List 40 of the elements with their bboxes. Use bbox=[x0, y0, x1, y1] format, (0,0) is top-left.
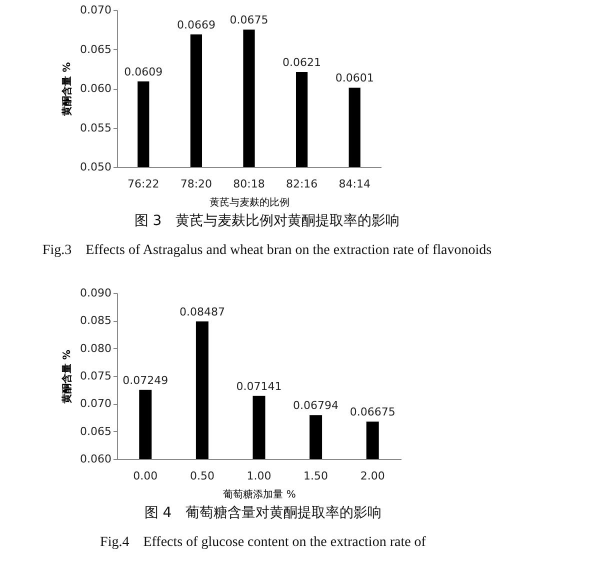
data-label: 0.07249 bbox=[122, 374, 168, 387]
y-tick-label: 0.070 bbox=[80, 397, 112, 410]
y-tick-label: 0.090 bbox=[80, 286, 112, 300]
x-tick-label: 1.00 bbox=[246, 470, 272, 482]
y-tick-label: 0.060 bbox=[80, 452, 112, 466]
x-axis-title: 黄芪与麦麸的比例 bbox=[210, 196, 290, 208]
data-label: 0.06675 bbox=[350, 406, 396, 419]
x-tick-label: 0.50 bbox=[190, 470, 214, 482]
y-tick-label: 0.055 bbox=[80, 121, 112, 134]
y-tick-label: 0.070 bbox=[80, 4, 112, 16]
x-tick-label: 78:20 bbox=[180, 178, 212, 190]
data-label: 0.0675 bbox=[230, 14, 268, 27]
data-label: 0.08487 bbox=[179, 305, 225, 318]
data-label: 0.06794 bbox=[293, 399, 339, 412]
caption: 图 4 葡萄糖含量对黄酮提取率的影响 bbox=[144, 505, 382, 521]
data-label: 0.0621 bbox=[282, 56, 322, 70]
x-tick-label: 1.50 bbox=[304, 470, 328, 482]
y-tick-label: 0.075 bbox=[80, 370, 112, 382]
caption: 图 3 黄芪与麦麸比例对黄酮提取率的影响 bbox=[134, 213, 400, 229]
y-axis-title: 黄酮含量 % bbox=[61, 350, 74, 404]
y-tick-label: 0.050 bbox=[80, 160, 112, 174]
y-tick-label: 0.060 bbox=[80, 82, 112, 95]
caption: Fig.3 Effects of Astragalus and wheat bran on the extraction rate of flavonoids bbox=[42, 243, 492, 258]
data-label: 0.07141 bbox=[236, 380, 282, 393]
x-tick-label: 82:16 bbox=[286, 178, 318, 190]
x-axis-title: 葡萄糖添加量 % bbox=[223, 488, 296, 500]
y-tick-label: 0.065 bbox=[80, 42, 112, 56]
data-label: 0.0601 bbox=[335, 72, 374, 85]
y-tick-label: 0.080 bbox=[80, 342, 112, 355]
data-label: 0.0609 bbox=[124, 65, 163, 78]
x-tick-label: 80:18 bbox=[233, 178, 265, 190]
y-tick-label: 0.085 bbox=[80, 314, 112, 328]
y-axis-title: 黄酮含量 % bbox=[61, 62, 74, 117]
x-tick-label: 2.00 bbox=[360, 470, 385, 482]
data-label: 0.0669 bbox=[176, 18, 216, 32]
caption: Fig.4 Effects of glucose content on the extraction rate of bbox=[100, 535, 426, 550]
x-tick-label: 0.00 bbox=[133, 470, 158, 482]
y-tick-label: 0.065 bbox=[80, 424, 112, 438]
x-tick-label: 76:22 bbox=[128, 178, 160, 190]
x-tick-label: 84:14 bbox=[338, 178, 370, 190]
